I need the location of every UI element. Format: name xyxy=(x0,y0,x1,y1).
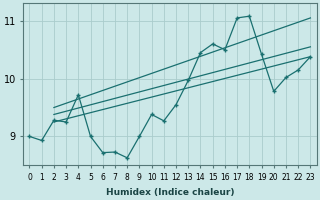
X-axis label: Humidex (Indice chaleur): Humidex (Indice chaleur) xyxy=(106,188,234,197)
